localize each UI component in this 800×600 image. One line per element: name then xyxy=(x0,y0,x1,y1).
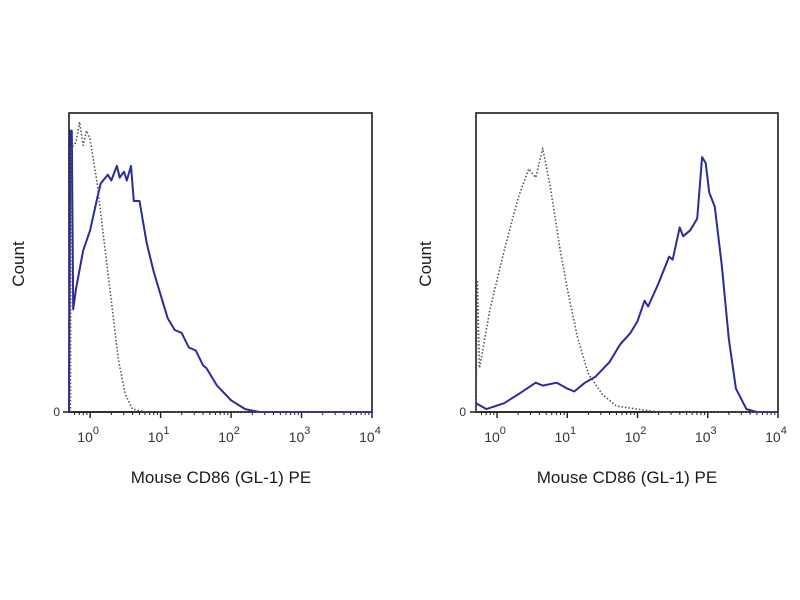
x-tick-exponent: 2 xyxy=(234,425,240,437)
x-tick-base: 10 xyxy=(218,429,234,445)
y-tick-zero: 0 xyxy=(53,405,60,419)
x-tick-exponent: 4 xyxy=(375,425,381,437)
x-tick-label: 102 xyxy=(218,425,240,445)
x-tick-base: 10 xyxy=(359,429,375,445)
x-tick-base: 10 xyxy=(554,429,570,445)
x-tick-base: 10 xyxy=(289,429,305,445)
x-axis-label: Mouse CD86 (GL-1) PE xyxy=(131,468,311,487)
x-tick-exponent: 0 xyxy=(500,425,506,437)
x-tick-label: 100 xyxy=(77,425,99,445)
x-tick-label: 103 xyxy=(695,425,717,445)
x-tick-label: 102 xyxy=(625,425,647,445)
x-tick-label: 101 xyxy=(554,425,576,445)
x-tick-base: 10 xyxy=(77,429,93,445)
x-tick-exponent: 1 xyxy=(570,425,576,437)
x-tick-base: 10 xyxy=(765,429,781,445)
x-tick-label: 104 xyxy=(359,425,381,445)
x-tick-exponent: 0 xyxy=(93,425,99,437)
y-tick-zero: 0 xyxy=(459,405,466,419)
x-tick-base: 10 xyxy=(484,429,500,445)
plot-frame xyxy=(68,112,373,413)
series-stained-line xyxy=(68,129,372,413)
x-tick-exponent: 1 xyxy=(163,425,169,437)
y-axis-label: Count xyxy=(416,241,435,287)
x-tick-base: 10 xyxy=(625,429,641,445)
histogram-panel-left: Count Mouse CD86 (GL-1) PE 0 100 101 102 10… xyxy=(9,112,381,487)
x-tick-base: 10 xyxy=(695,429,711,445)
x-tick-exponent: 3 xyxy=(304,425,310,437)
x-axis-label: Mouse CD86 (GL-1) PE xyxy=(537,468,717,487)
x-tick-base: 10 xyxy=(148,429,164,445)
x-tick-label: 100 xyxy=(484,425,506,445)
x-tick-label: 101 xyxy=(148,425,170,445)
x-tick-exponent: 3 xyxy=(710,425,716,437)
histogram-panel-right: Count Mouse CD86 (GL-1) PE 0 100 101 102 10… xyxy=(416,112,787,487)
y-axis-label: Count xyxy=(9,241,28,287)
series-stained-line xyxy=(475,156,778,413)
x-tick-label: 104 xyxy=(765,425,787,445)
series-control-line xyxy=(69,121,372,413)
x-tick-label: 103 xyxy=(289,425,311,445)
x-tick-exponent: 4 xyxy=(781,425,787,437)
x-tick-exponent: 2 xyxy=(640,425,646,437)
